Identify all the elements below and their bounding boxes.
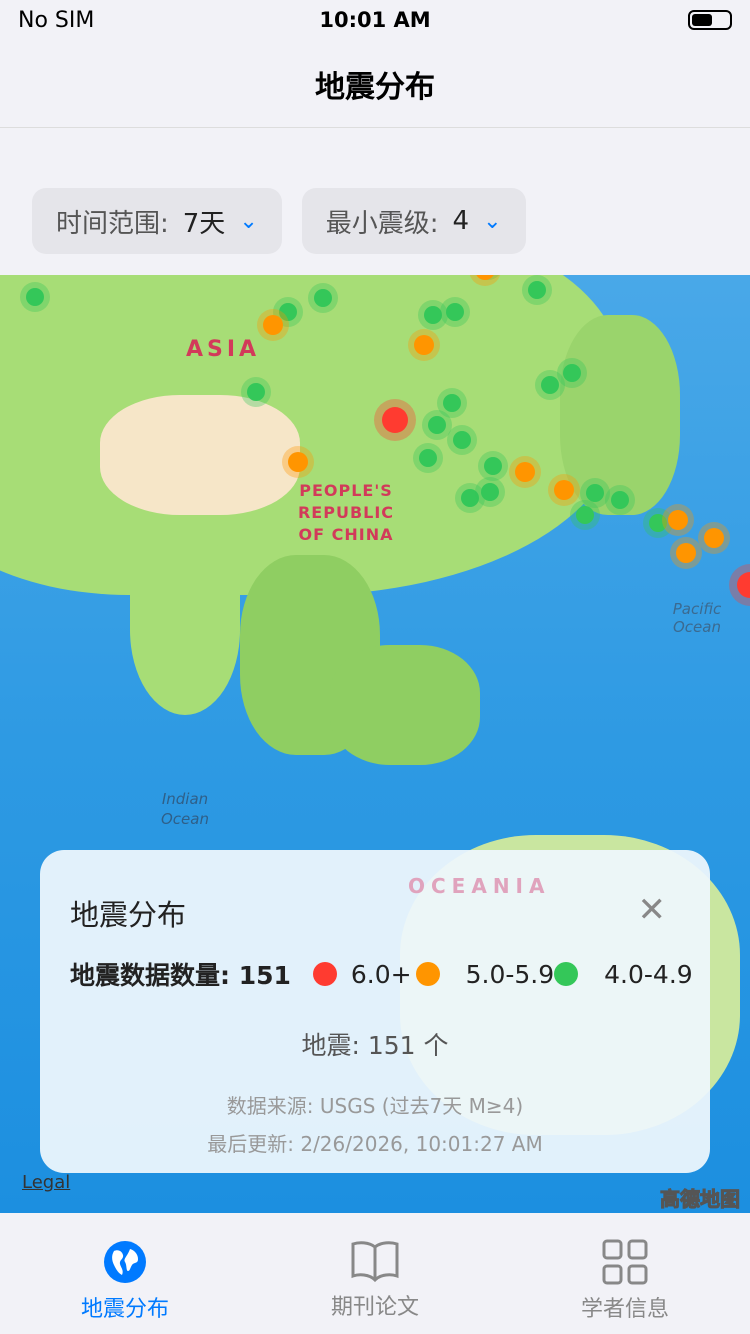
tab-earthquake[interactable]: 地震分布 <box>0 1213 250 1334</box>
close-icon[interactable]: ✕ <box>637 890 667 930</box>
land-india <box>130 545 240 715</box>
min-magnitude-dropdown[interactable]: 最小震级: 4 ⌄ <box>301 188 526 254</box>
globe-icon <box>104 1241 146 1283</box>
earthquake-marker[interactable] <box>481 483 499 501</box>
quake-count: 地震: 151 个 <box>301 1031 449 1060</box>
earthquake-marker[interactable] <box>414 335 434 355</box>
page-title: 地震分布 <box>315 69 435 105</box>
earthquake-marker[interactable] <box>676 543 696 563</box>
data-source: 数据来源: USGS (过去7天 M≥4) <box>226 1094 524 1118</box>
tab-bar: 地震分布 期刊论文 学者信息 <box>0 1213 750 1334</box>
earthquake-marker[interactable] <box>554 480 574 500</box>
earthquake-marker[interactable] <box>668 510 688 530</box>
tab-label: 期刊论文 <box>330 1295 419 1320</box>
label-indian: Indian Ocean <box>161 790 209 828</box>
earthquake-marker[interactable] <box>576 506 594 524</box>
filter-value: 7天 <box>182 208 226 239</box>
earthquake-marker[interactable] <box>443 394 461 412</box>
earthquake-marker[interactable] <box>382 407 408 433</box>
label-china: PEOPLE'S REPUBLIC OF CHINA <box>297 481 395 544</box>
legend-label: 6.0+ <box>350 959 412 989</box>
legend-dot-red <box>312 962 337 986</box>
filter-value: 4 <box>452 206 470 236</box>
book-icon <box>351 1241 399 1283</box>
earthquake-marker[interactable] <box>288 452 308 472</box>
status-bar: No SIM 10:01 AM <box>0 0 750 40</box>
earthquake-marker[interactable] <box>563 364 581 382</box>
legend-label: 5.0-5.9 <box>465 959 555 989</box>
earthquake-marker[interactable] <box>26 288 44 306</box>
nav-bar: 地震分布 <box>0 40 750 128</box>
tab-papers[interactable]: 期刊论文 <box>250 1213 500 1334</box>
legend: 地震数据数量: 151 6.0+ 5.0-5.9 4.0-4.9 <box>70 956 693 992</box>
label-asia: ASIA <box>186 337 261 362</box>
last-updated: 最后更新: 2/26/2026, 10:01:27 AM <box>207 1132 543 1156</box>
land-asia <box>0 275 620 595</box>
tab-scholars[interactable]: 学者信息 <box>500 1213 750 1334</box>
tab-label: 地震分布 <box>80 1297 169 1322</box>
filter-label: 时间范围: <box>56 208 169 239</box>
land-tibet <box>100 395 300 515</box>
earthquake-marker[interactable] <box>424 306 442 324</box>
label-pacific: Pacific Ocean <box>672 600 722 636</box>
count-label: 地震数据数量: 151 <box>70 961 291 990</box>
earthquake-marker[interactable] <box>649 514 667 532</box>
land-borneo <box>330 645 480 765</box>
info-card: 地震分布 ✕ 地震数据数量: 151 6.0+ 5.0-5.9 4.0-4.9 … <box>40 850 710 1173</box>
legend-label: 4.0-4.9 <box>604 959 693 989</box>
time-range-dropdown[interactable]: 时间范围: 7天 ⌄ <box>32 188 282 254</box>
earthquake-marker[interactable] <box>453 431 471 449</box>
label-oceania: OCEANIA <box>408 874 551 898</box>
chevron-down-icon: ⌄ <box>239 208 258 234</box>
earthquake-marker[interactable] <box>419 449 437 467</box>
earthquake-marker[interactable] <box>247 383 265 401</box>
filter-label: 最小震级: <box>325 208 439 239</box>
carrier: No SIM <box>18 7 95 33</box>
card-title: 地震分布 <box>70 898 187 932</box>
earthquake-marker[interactable] <box>611 491 629 509</box>
chevron-down-icon: ⌄ <box>483 208 502 234</box>
earthquake-marker[interactable] <box>528 281 546 299</box>
earthquake-marker[interactable] <box>586 484 604 502</box>
earthquake-marker[interactable] <box>484 457 502 475</box>
legal-link[interactable]: Legal <box>22 1172 71 1193</box>
earthquake-marker[interactable] <box>428 416 446 434</box>
earthquake-marker[interactable] <box>475 275 495 280</box>
earthquake-marker[interactable] <box>515 462 535 482</box>
earthquake-marker[interactable] <box>314 289 332 307</box>
earthquake-marker[interactable] <box>263 315 283 335</box>
earthquake-marker[interactable] <box>737 572 750 598</box>
earthquake-marker[interactable] <box>704 528 724 548</box>
earthquake-marker[interactable] <box>279 303 297 321</box>
earthquake-marker[interactable] <box>461 489 479 507</box>
clock: 10:01 AM <box>319 8 431 32</box>
earthquake-marker[interactable] <box>541 376 559 394</box>
map-provider-logo: 高德地图 <box>660 1187 741 1212</box>
legend-dot-orange <box>415 962 440 986</box>
battery-icon <box>688 10 732 30</box>
earthquake-marker[interactable] <box>446 303 464 321</box>
grid-icon <box>602 1239 648 1285</box>
legend-dot-green <box>554 962 579 986</box>
land-japan <box>560 315 680 515</box>
tab-label: 学者信息 <box>580 1297 669 1322</box>
